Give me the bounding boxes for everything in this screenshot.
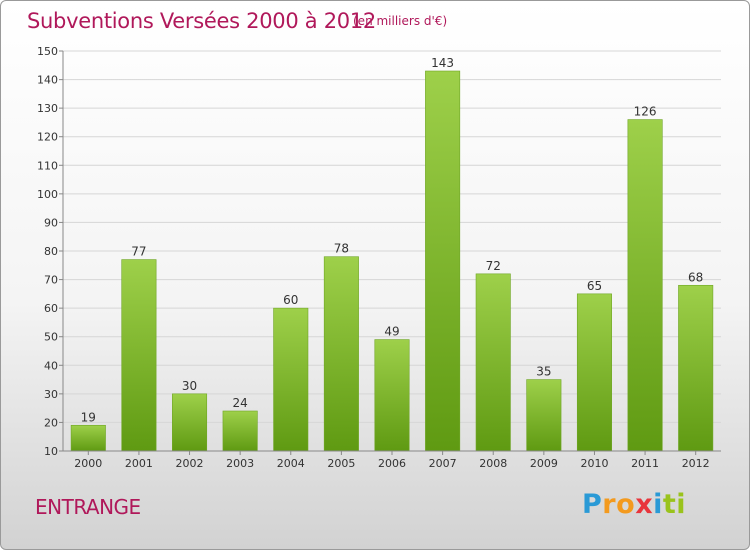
- x-tick-label: 2004: [277, 457, 305, 470]
- bar: [70, 424, 106, 452]
- bar-value-label: 30: [182, 379, 197, 393]
- x-tick-label: 2007: [429, 457, 457, 470]
- y-tick-label: 60: [44, 302, 58, 315]
- bar-value-label: 78: [334, 242, 349, 256]
- y-tick-label: 70: [44, 274, 58, 287]
- logo-letter: t: [662, 489, 677, 520]
- y-tick-label: 120: [37, 131, 58, 144]
- bar: [678, 284, 714, 452]
- x-tick-label: 2010: [580, 457, 608, 470]
- x-tick-label: 2009: [530, 457, 558, 470]
- x-tick-label: 2011: [631, 457, 659, 470]
- y-tick-label: 10: [44, 445, 58, 458]
- x-tick-label: 2001: [125, 457, 153, 470]
- y-tick-label: 90: [44, 216, 58, 229]
- chart-title: Subventions Versées 2000 à 2012: [27, 9, 376, 33]
- logo-letter: o: [616, 489, 636, 520]
- bar-value-label: 60: [283, 293, 298, 307]
- bar-value-label: 68: [688, 270, 703, 284]
- bar: [526, 379, 562, 452]
- y-tick-label: 80: [44, 245, 58, 258]
- bar: [172, 393, 208, 452]
- y-tick-label: 30: [44, 388, 58, 401]
- bar: [273, 307, 309, 452]
- y-tick-label: 150: [37, 45, 58, 58]
- y-tick-label: 40: [44, 359, 58, 372]
- y-tick-label: 50: [44, 331, 58, 344]
- logo-letter: i: [653, 489, 663, 520]
- x-tick-label: 2000: [74, 457, 102, 470]
- logo-letter: r: [602, 489, 617, 520]
- bar: [475, 273, 511, 452]
- x-tick-label: 2003: [226, 457, 254, 470]
- bar-value-label: 143: [431, 56, 454, 70]
- x-tick-label: 2012: [682, 457, 710, 470]
- bar: [576, 293, 612, 452]
- y-tick-label: 110: [37, 159, 58, 172]
- gridlines: [63, 50, 721, 452]
- bar-value-label: 24: [233, 396, 248, 410]
- bar: [627, 119, 663, 452]
- bar-value-label: 19: [81, 410, 96, 424]
- bar: [323, 256, 359, 452]
- logo-letter: x: [635, 489, 654, 520]
- commune-name: ENTRANGE: [35, 495, 141, 519]
- y-tick-label: 100: [37, 188, 58, 201]
- bar-value-label: 72: [486, 259, 501, 273]
- bar: [425, 70, 461, 452]
- bars: 19 77 30 24 60 78 49 143 72 35 65 126 68: [70, 56, 714, 452]
- x-tick-label: 2008: [479, 457, 507, 470]
- bar: [374, 339, 410, 452]
- x-tick-label: 2006: [378, 457, 406, 470]
- bar: [222, 410, 258, 452]
- y-axis: 10 20 30 40 50 60 70 80 90 100 110 120 130 140 150: [37, 45, 64, 458]
- proxiti-logo[interactable]: Proxiti: [582, 489, 686, 520]
- bar: [121, 259, 157, 452]
- x-tick-label: 2002: [176, 457, 204, 470]
- logo-letter: i: [676, 489, 687, 520]
- bar-value-label: 65: [587, 279, 602, 293]
- bar-value-label: 126: [634, 105, 657, 119]
- logo-letter: P: [582, 489, 603, 520]
- x-tick-label: 2005: [327, 457, 355, 470]
- chart-subtitle: (en milliers d'€): [353, 14, 448, 28]
- bar-value-label: 77: [131, 245, 146, 259]
- y-tick-label: 20: [44, 416, 58, 429]
- y-tick-label: 140: [37, 74, 58, 87]
- y-tick-label: 130: [37, 102, 58, 115]
- bar-value-label: 35: [536, 365, 551, 379]
- bar-value-label: 49: [384, 325, 399, 339]
- x-axis: 2000 2001 2002 2003 2004 2005 2006 2007 2008 2009…: [63, 450, 721, 470]
